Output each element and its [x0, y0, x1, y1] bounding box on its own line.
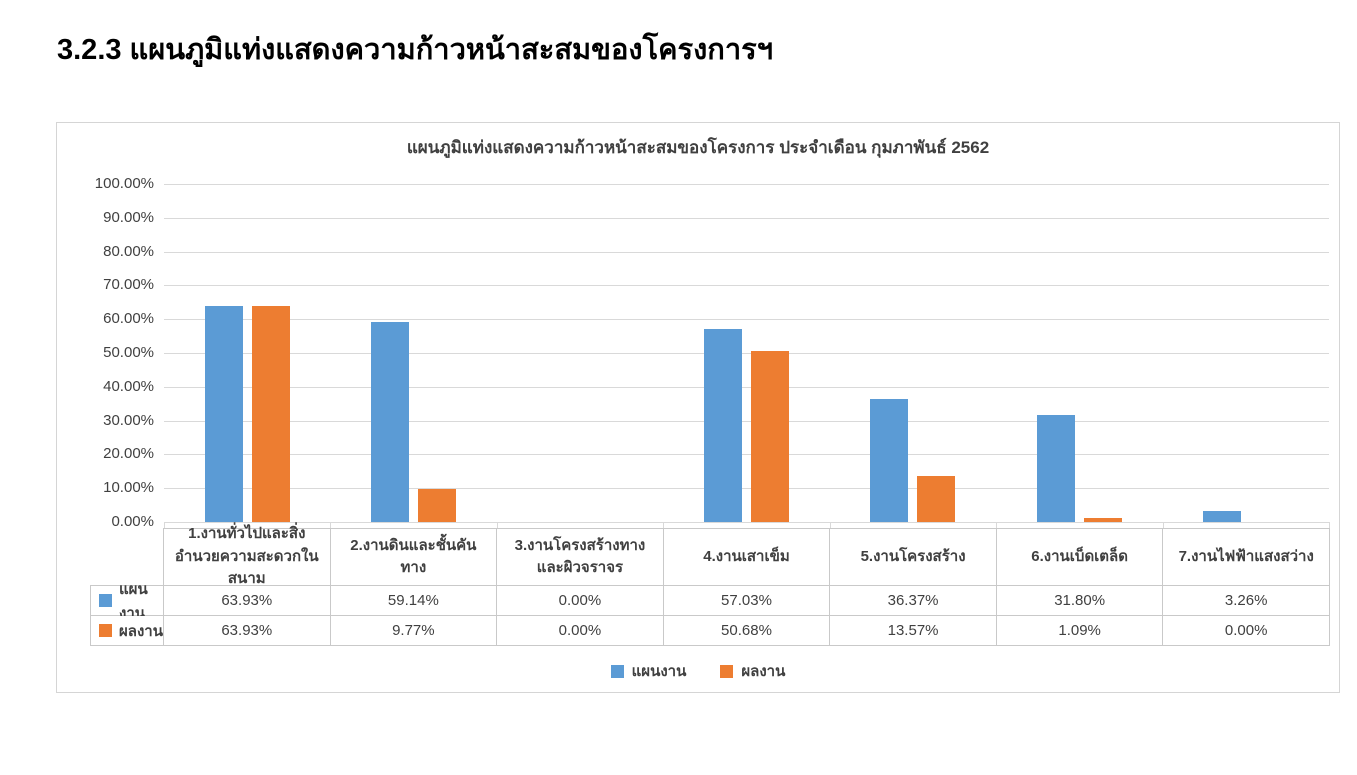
table-category-header-1: 1.งานทั่วไปและสิ่งอำนวยความสะดวกในสนาม	[164, 525, 331, 587]
table-category-header-3: 3.งานโครงสร้างทางและผิวจราจร	[497, 528, 664, 586]
bar-แผนงาน-category-5	[870, 399, 909, 522]
table-value-cell: 0.00%	[1163, 616, 1330, 646]
table-value-cell: 36.37%	[830, 586, 997, 616]
gridline	[164, 353, 1329, 354]
bar-แผนงาน-category-4	[704, 329, 742, 522]
table-value-cell: 3.26%	[1163, 586, 1330, 616]
x-axis-tick	[1163, 522, 1164, 528]
bar-ผลงาน-category-1	[251, 305, 290, 522]
table-series-key: แผนงาน	[90, 581, 164, 622]
x-axis-tick	[164, 522, 165, 528]
x-axis-tick	[996, 522, 997, 528]
legend-item: แผนงาน	[610, 659, 687, 683]
gridline	[164, 184, 1329, 185]
legend-item: ผลงาน	[720, 659, 785, 683]
x-axis-tick	[330, 522, 331, 528]
chart: แผนภูมิแท่งแสดงความก้าวหน้าสะสมของโครงกา…	[56, 122, 1340, 693]
gridline	[164, 285, 1329, 287]
plot-area: 0.00% 10.00% 20.00% 30.00% 40.00% 50.00% 60.00…	[95, 175, 1330, 530]
gridline	[164, 420, 1329, 422]
table-value-cell: 0.00%	[497, 586, 664, 616]
gridline	[164, 217, 1329, 219]
chart-title: แผนภูมิแท่งแสดงความก้าวหน้าสะสมของโครงกา…	[406, 138, 990, 157]
chart-legend: แผนงาน ผลงาน	[57, 659, 1339, 683]
table-category-header-7: 7.งานไฟฟ้าแสงสว่าง	[1163, 528, 1330, 586]
section-heading: 3.2.3 แผนภูมิแท่งแสดงความก้าวหน้าสะสมของ…	[57, 34, 773, 66]
y-axis-tick-label: 30.00%	[103, 411, 154, 429]
y-axis-tick-label: 90.00%	[103, 208, 154, 226]
gridline	[164, 319, 1329, 321]
y-axis-tick-label: 40.00%	[103, 377, 154, 395]
legend-label: ผลงาน	[741, 663, 786, 680]
bar-ผลงาน-category-2	[418, 488, 457, 522]
table-value-cell: 59.14%	[330, 586, 498, 616]
gridline	[164, 522, 1329, 523]
table-corner-cell	[90, 528, 164, 586]
y-axis-tick-label: 50.00%	[103, 344, 154, 361]
table-value-cell: 13.57%	[830, 616, 997, 646]
table-value-cell: 0.00%	[497, 616, 664, 646]
legend-key-swatch	[99, 594, 112, 607]
bar-แผนงาน-category-7	[1203, 510, 1242, 522]
legend-swatch	[610, 664, 624, 678]
y-axis-tick-label: 80.00%	[103, 242, 154, 260]
bar-ผลงาน-category-5	[917, 476, 956, 522]
data-table: 1.งานทั่วไปและสิ่งอำนวยความสะดวกในสนาม 2.…	[90, 525, 1330, 646]
table-category-header-5: 5.งานโครงสร้าง	[830, 528, 997, 586]
gridline	[164, 488, 1329, 490]
gridline	[164, 251, 1329, 253]
bar-แผนงาน-category-1	[204, 305, 243, 522]
table-category-header-4: 4.งานเสาเข็ม	[663, 528, 831, 586]
legend-swatch	[720, 664, 734, 678]
bar-แผนงาน-category-6	[1036, 414, 1075, 522]
table-category-header-6: 6.งานเบ็ดเตล็ด	[996, 528, 1164, 586]
bar-ผลงาน-category-4	[751, 350, 789, 522]
x-axis-tick	[1329, 522, 1330, 528]
y-axis-tick-label: 100.00%	[94, 175, 154, 192]
legend-label: แผนงาน	[631, 663, 687, 680]
table-series-key: ผลงาน	[90, 616, 164, 646]
table-value-cell: 63.93%	[164, 586, 331, 616]
table-value-cell: 50.68%	[663, 616, 831, 646]
y-axis-tick-label: 20.00%	[103, 445, 154, 463]
table-value-cell: 31.80%	[996, 586, 1164, 616]
table-value-cell: 57.03%	[663, 586, 831, 616]
x-axis-tick	[830, 522, 831, 528]
bar-แผนงาน-category-2	[371, 322, 410, 522]
gridline	[164, 454, 1329, 456]
x-axis-tick	[497, 522, 498, 528]
x-axis-tick	[663, 522, 664, 528]
y-axis-tick-label: 10.00%	[103, 479, 154, 497]
gridline	[164, 386, 1329, 388]
table-value-cell: 63.93%	[164, 616, 331, 646]
y-axis-tick-label: 70.00%	[103, 276, 154, 294]
table-value-cell: 9.77%	[330, 616, 498, 646]
bar-ผลงาน-category-6	[1083, 518, 1122, 522]
table-value-cell: 1.09%	[996, 616, 1164, 646]
y-axis-tick-label: 60.00%	[103, 310, 154, 328]
series-name: ผลงาน	[119, 622, 163, 640]
y-axis-tick-label: 0.00%	[111, 513, 154, 530]
legend-key-swatch	[99, 624, 112, 637]
table-category-header-2: 2.งานดินและชั้นคันทาง	[330, 528, 498, 586]
